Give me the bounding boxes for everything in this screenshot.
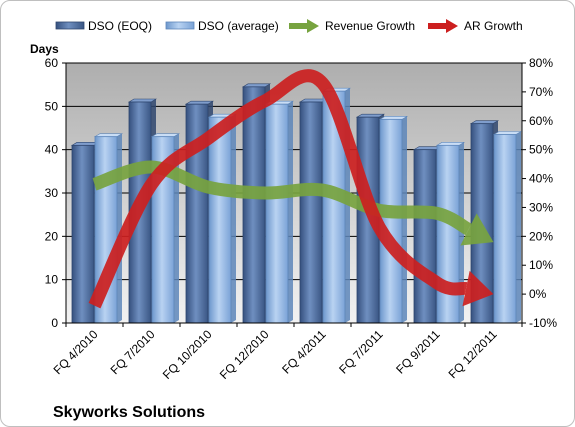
legend-arrow-revenue-growth bbox=[289, 19, 319, 33]
bar-side bbox=[516, 131, 521, 323]
y2-tick-label: 20% bbox=[529, 229, 553, 243]
y-axis-ticks: 0 10 20 30 40 50 60 bbox=[45, 56, 67, 330]
y-tick-label: 30 bbox=[45, 186, 59, 200]
bar-top bbox=[241, 83, 272, 88]
y-tick-label: 0 bbox=[51, 316, 58, 330]
bar-front bbox=[71, 144, 95, 324]
legend-swatch-dso-average bbox=[165, 21, 195, 30]
legend: DSO (EOQ) DSO (average) Revenue Growth A… bbox=[55, 19, 523, 33]
line-path bbox=[92, 160, 472, 236]
bar-side bbox=[231, 114, 236, 324]
x-tick-label: FQ 4/2010 bbox=[51, 327, 101, 377]
growth-lines bbox=[88, 69, 494, 309]
bar-top bbox=[93, 133, 124, 137]
bar-top bbox=[355, 113, 386, 118]
bar-dso-average bbox=[435, 142, 466, 324]
legend-item-ar-growth[interactable]: AR Growth bbox=[428, 19, 523, 33]
legend-arrow-ar-growth bbox=[428, 19, 458, 33]
bar-dso-average bbox=[492, 131, 523, 324]
legend-item-revenue-growth[interactable]: Revenue Growth bbox=[289, 19, 415, 33]
line-arrowhead bbox=[460, 213, 494, 246]
legend-label-dso-average: DSO (average) bbox=[198, 19, 279, 33]
y-tick-label: 60 bbox=[45, 56, 59, 70]
chart-title: Skyworks Solutions bbox=[53, 404, 205, 421]
line-revenue-growth bbox=[92, 160, 494, 246]
x-tick-label: FQ 12/2011 bbox=[446, 327, 500, 381]
bar-side bbox=[402, 116, 407, 323]
y-tick-label: 20 bbox=[45, 229, 59, 243]
x-axis-ticks: FQ 4/2010 FQ 7/2010 FQ 10/2010 FQ 12/2010 FQ… bbox=[51, 322, 523, 382]
x-tick-label: FQ 12/2010 bbox=[217, 327, 272, 382]
bar-front bbox=[299, 101, 323, 324]
bar-top bbox=[150, 133, 181, 137]
x-tick-label: FQ 10/2010 bbox=[160, 327, 215, 382]
y2-tick-label: 10% bbox=[529, 258, 553, 272]
legend-label-dso-eoq: DSO (EOQ) bbox=[88, 19, 152, 33]
y-tick-label: 50 bbox=[45, 99, 59, 113]
line-arrowhead bbox=[462, 270, 494, 307]
y2-tick-label: 40% bbox=[529, 172, 553, 186]
y2-tick-label: -10% bbox=[529, 316, 557, 330]
y2-tick-label: 60% bbox=[529, 114, 553, 128]
bar-front bbox=[242, 86, 266, 324]
bar-dso-average bbox=[207, 113, 238, 324]
legend-item-dso-average[interactable]: DSO (average) bbox=[165, 19, 279, 33]
bar-front bbox=[413, 149, 437, 324]
y2-axis-ticks: -10% 0% 10% 20% 30% 40% 50% 60% 70% 80% bbox=[521, 56, 557, 330]
x-tick-label: FQ 9/2011 bbox=[393, 327, 443, 377]
y2-tick-label: 50% bbox=[529, 143, 553, 157]
bar-side bbox=[288, 101, 293, 324]
bar-front bbox=[436, 144, 460, 324]
y2-tick-label: 30% bbox=[529, 200, 553, 214]
bar-side bbox=[117, 133, 122, 323]
y2-tick-label: 0% bbox=[529, 287, 547, 301]
bar-dso-average bbox=[378, 116, 409, 324]
legend-label-ar-growth: AR Growth bbox=[464, 19, 523, 33]
bar-top bbox=[378, 116, 409, 120]
y-tick-label: 40 bbox=[45, 143, 59, 157]
legend-swatch-dso-eoq bbox=[55, 21, 85, 30]
bar-top bbox=[127, 98, 158, 103]
line-ar-growth bbox=[88, 69, 494, 309]
line-path bbox=[88, 69, 468, 309]
y2-tick-label: 80% bbox=[529, 56, 553, 70]
x-tick-label: FQ 7/2011 bbox=[336, 327, 386, 377]
x-tick-label: FQ 7/2010 bbox=[108, 327, 158, 377]
legend-item-dso-eoq[interactable]: DSO (EOQ) bbox=[55, 19, 152, 33]
bar-top bbox=[492, 131, 523, 135]
bar-front bbox=[265, 103, 289, 324]
bar-top bbox=[469, 120, 500, 124]
bar-top bbox=[184, 100, 215, 105]
bar-dso-average bbox=[264, 100, 295, 324]
bar-front bbox=[493, 134, 517, 324]
bar-top bbox=[435, 142, 466, 146]
y-axis-title: Days bbox=[30, 42, 59, 56]
legend-label-revenue-growth: Revenue Growth bbox=[325, 19, 415, 33]
x-tick-label: FQ 4/2011 bbox=[279, 327, 329, 377]
y2-tick-label: 70% bbox=[529, 85, 553, 99]
bar-front bbox=[208, 116, 232, 324]
y-tick-label: 10 bbox=[45, 273, 59, 287]
